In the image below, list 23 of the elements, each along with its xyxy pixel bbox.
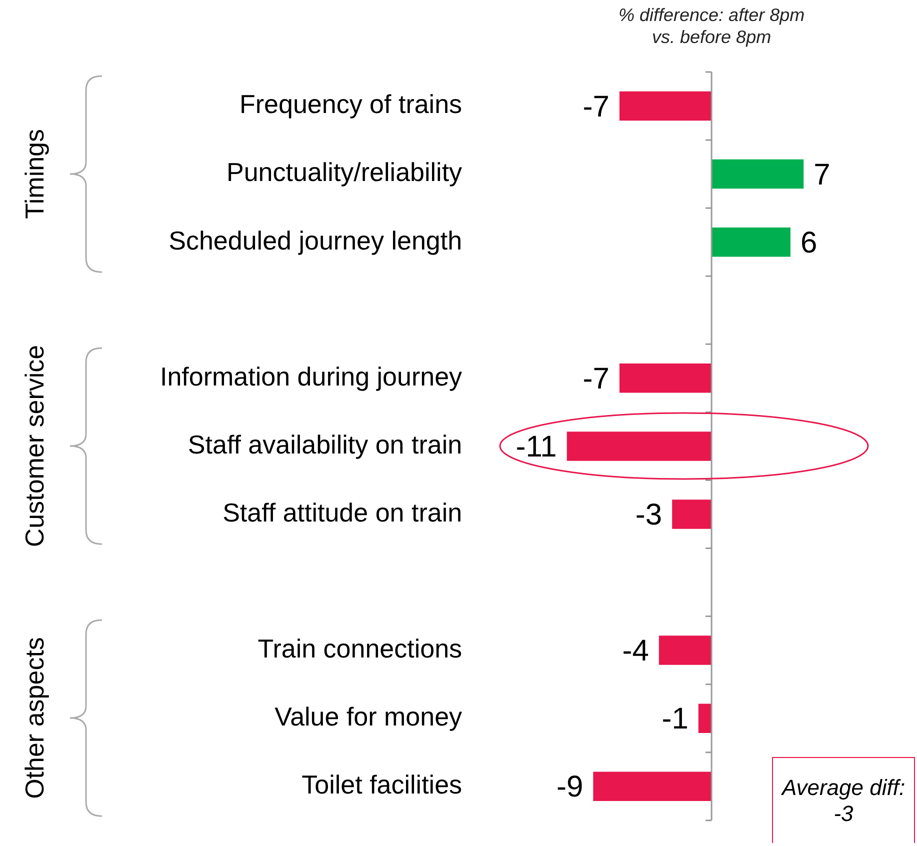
data-label: -7 bbox=[582, 90, 610, 124]
data-label: -7 bbox=[582, 362, 610, 396]
y-tick-label: Train connections bbox=[258, 633, 462, 664]
text: Other aspects bbox=[20, 637, 50, 800]
text: Timings bbox=[20, 129, 50, 220]
data-label: 6 bbox=[800, 226, 818, 260]
y-tick-label: Frequency of trains bbox=[239, 89, 462, 120]
data-label: -9 bbox=[556, 770, 584, 804]
data-label: -4 bbox=[622, 634, 649, 668]
y-tick-label: Scheduled journey length bbox=[168, 225, 462, 256]
chart-title: % difference: after 8pm vs. before 8pm bbox=[618, 4, 806, 48]
text: Customer service bbox=[20, 345, 50, 548]
y-tick-label: Staff attitude on train bbox=[222, 497, 462, 528]
data-label: 7 bbox=[814, 158, 830, 192]
data-label: -11 bbox=[516, 430, 557, 464]
y-tick-label: Staff availability on train bbox=[188, 429, 462, 460]
y-tick-label: Information during journey bbox=[160, 361, 462, 392]
annotation: Average diff: -3 bbox=[772, 757, 915, 843]
y-tick-label: Punctuality/reliability bbox=[226, 157, 462, 188]
y-tick-label: Toilet facilities bbox=[302, 770, 462, 800]
data-label: -3 bbox=[635, 498, 662, 532]
data-label: -1 bbox=[662, 702, 688, 736]
y-tick-label: Value for money bbox=[274, 702, 462, 732]
